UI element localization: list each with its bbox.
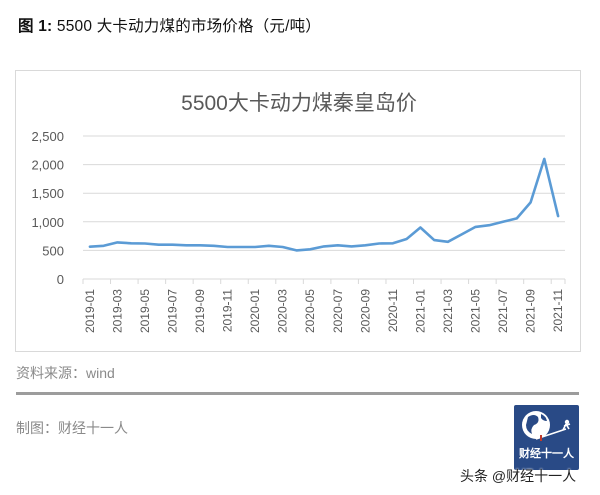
y-tick-label: 2,000 xyxy=(31,158,64,173)
x-tick-label: 2019-11 xyxy=(221,289,235,332)
y-tick-label: 1,000 xyxy=(31,215,64,230)
x-tick-label: 2021-03 xyxy=(441,289,455,333)
figure-label: 图 1: xyxy=(18,18,53,35)
x-tick-label: 2020-03 xyxy=(276,289,290,333)
chart-title: 5500大卡动力煤秦皇岛价 xyxy=(181,92,417,115)
x-tick-label: 2019-03 xyxy=(110,289,124,333)
x-tick-label: 2019-09 xyxy=(193,289,207,333)
x-tick-label: 2019-01 xyxy=(83,289,97,333)
divider xyxy=(16,392,579,395)
y-tick-label: 500 xyxy=(42,243,64,258)
x-tick-label: 2021-05 xyxy=(468,289,482,333)
x-tick-label: 2021-11 xyxy=(551,289,565,332)
x-tick-label: 2019-05 xyxy=(138,289,152,333)
line-chart: 5500大卡动力煤秦皇岛价 0 500 1,000 1,500 2,000 2,500 201… xyxy=(31,92,566,333)
globe-icon xyxy=(522,411,571,441)
x-tick-label: 2020-01 xyxy=(248,289,262,333)
figure-title: 图 1: 5500 大卡动力煤的市场价格（元/吨） xyxy=(18,14,321,36)
y-tick-label: 0 xyxy=(57,272,64,287)
y-tick-label: 2,500 xyxy=(31,129,64,144)
series-line xyxy=(88,157,560,252)
y-tick-label: 1,500 xyxy=(31,186,64,201)
x-tick-label: 2020-07 xyxy=(331,289,345,333)
x-tick-label: 2020-05 xyxy=(303,289,317,333)
chart-frame: 5500大卡动力煤秦皇岛价 0 500 1,000 1,500 2,000 2,500 201… xyxy=(15,70,581,352)
x-tick-label: 2021-07 xyxy=(496,289,510,333)
x-tick-label: 2019-07 xyxy=(166,289,180,333)
x-tick-label: 2020-09 xyxy=(358,289,372,333)
figure-title-text: 5500 大卡动力煤的市场价格（元/吨） xyxy=(56,18,322,35)
credit-note: 制图：财经十一人 xyxy=(16,420,128,436)
x-tick-label: 2021-09 xyxy=(524,289,538,333)
x-tick-label: 2021-01 xyxy=(413,289,427,333)
x-tick-label: 2020-11 xyxy=(386,289,400,332)
watermark: 头条 @财经十一人 xyxy=(460,468,577,484)
brand-logo: 财经十一人 xyxy=(514,405,579,470)
source-note: 资料来源：wind xyxy=(16,365,115,381)
logo-text: 财经十一人 xyxy=(519,448,574,460)
